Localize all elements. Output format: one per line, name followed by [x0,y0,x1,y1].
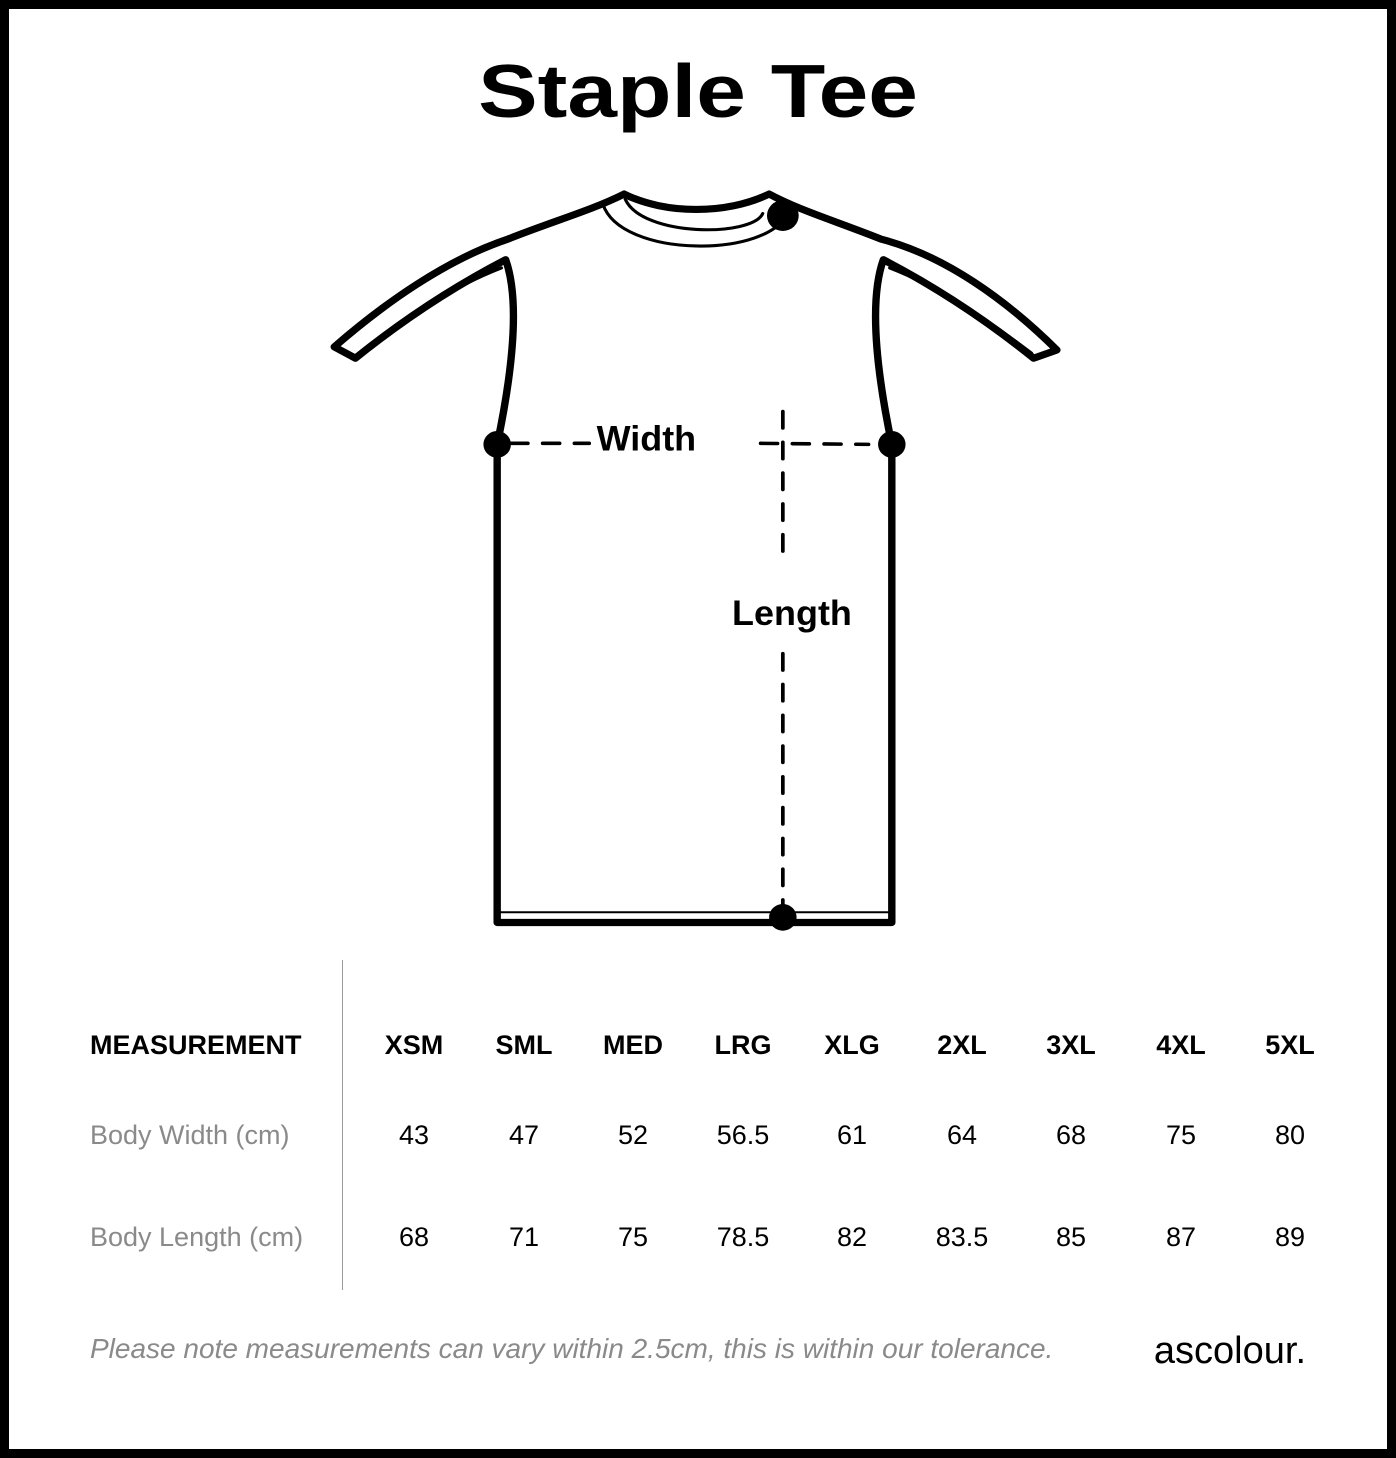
svg-text:Length: Length [732,593,852,632]
svg-text:Width: Width [597,419,697,458]
